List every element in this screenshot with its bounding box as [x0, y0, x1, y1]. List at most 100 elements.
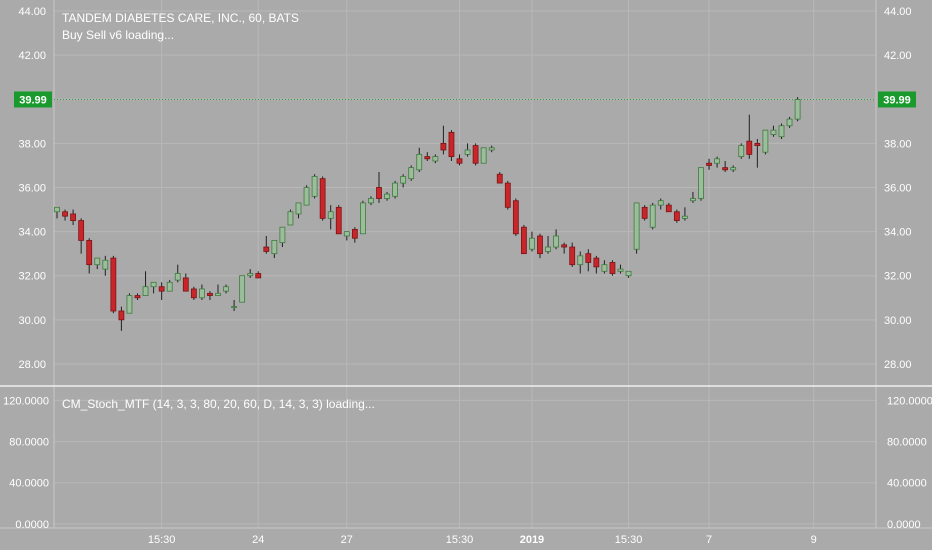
candle[interactable]	[198, 284, 205, 300]
candle[interactable]	[215, 284, 221, 296]
candle[interactable]	[279, 226, 286, 248]
lower-left-axis[interactable]: 120.0000 80.0000 40.0000 0.0000	[3, 395, 49, 530]
candle[interactable]	[94, 257, 101, 270]
candle[interactable]	[174, 264, 181, 283]
candle[interactable]	[585, 249, 592, 272]
candle[interactable]	[384, 191, 390, 201]
candle[interactable]	[392, 180, 399, 199]
candle[interactable]	[400, 174, 407, 188]
candle[interactable]	[529, 231, 535, 252]
candle[interactable]	[625, 270, 632, 278]
candle[interactable]	[303, 185, 310, 206]
candle[interactable]	[754, 138, 761, 168]
candle[interactable]	[722, 161, 729, 173]
candle[interactable]	[504, 180, 511, 210]
candle[interactable]	[496, 172, 503, 184]
candle[interactable]	[408, 165, 415, 181]
candle[interactable]	[118, 306, 125, 331]
candle[interactable]	[762, 129, 769, 155]
time-axis[interactable]: 15:30 24 27 15:30 2019 15:30 7 9	[148, 534, 817, 546]
candle[interactable]	[464, 143, 471, 157]
candle[interactable]	[738, 143, 745, 159]
candle[interactable]	[271, 240, 278, 259]
candle[interactable]	[247, 269, 254, 278]
candle[interactable]	[472, 143, 479, 166]
candle[interactable]	[311, 174, 318, 199]
candle[interactable]	[730, 165, 737, 173]
candle[interactable]	[231, 299, 238, 312]
candle[interactable]	[633, 202, 640, 254]
candle[interactable]	[295, 202, 302, 219]
candle[interactable]	[682, 207, 688, 221]
right-price-axis[interactable]: 44.0042.0040.0038.0036.0034.0032.0030.00…	[884, 6, 912, 371]
candle[interactable]	[665, 202, 672, 213]
left-price-axis[interactable]: 44.0042.0040.0038.0036.0034.0032.0030.00…	[18, 6, 46, 371]
candle[interactable]	[263, 236, 270, 254]
candle[interactable]	[182, 273, 189, 292]
candle[interactable]	[142, 271, 149, 296]
candle[interactable]	[673, 209, 680, 223]
candle[interactable]	[746, 114, 753, 159]
candle[interactable]	[78, 218, 85, 254]
y-tick-label: 0.0000	[887, 519, 921, 531]
lower-right-axis[interactable]: 120.0000 80.0000 40.0000 0.0000	[887, 395, 932, 530]
candle[interactable]	[62, 209, 68, 221]
candle[interactable]	[150, 281, 157, 294]
candle[interactable]	[488, 145, 495, 153]
candle[interactable]	[70, 209, 76, 225]
candle[interactable]	[102, 255, 109, 276]
candle[interactable]	[207, 291, 213, 300]
candle[interactable]	[416, 147, 423, 173]
candle[interactable]	[190, 286, 197, 300]
candle[interactable]	[537, 233, 543, 259]
candle[interactable]	[794, 97, 801, 122]
candle[interactable]	[126, 293, 133, 314]
candle[interactable]	[714, 156, 720, 168]
candle[interactable]	[166, 280, 173, 292]
candle[interactable]	[110, 255, 117, 314]
candle[interactable]	[287, 209, 294, 226]
candle[interactable]	[593, 255, 600, 274]
candle[interactable]	[343, 231, 350, 241]
candle[interactable]	[424, 152, 431, 162]
candle[interactable]	[54, 206, 60, 219]
candle[interactable]	[657, 198, 664, 210]
candle[interactable]	[448, 130, 455, 162]
candle[interactable]	[698, 167, 704, 201]
candle[interactable]	[456, 154, 463, 166]
candle[interactable]	[641, 205, 648, 221]
candle[interactable]	[770, 125, 777, 137]
candle[interactable]	[351, 227, 358, 243]
candle[interactable]	[335, 205, 342, 235]
candle[interactable]	[553, 229, 559, 250]
candle[interactable]	[480, 147, 487, 164]
candle[interactable]	[609, 260, 616, 276]
candle[interactable]	[368, 196, 374, 206]
candle[interactable]	[786, 116, 793, 128]
candle[interactable]	[521, 224, 527, 255]
candle[interactable]	[601, 260, 608, 274]
candle[interactable]	[569, 242, 576, 267]
candle[interactable]	[545, 236, 551, 254]
candle[interactable]	[432, 154, 439, 164]
candle[interactable]	[577, 251, 584, 274]
candle[interactable]	[617, 264, 624, 274]
candle[interactable]	[239, 275, 246, 303]
candle[interactable]	[376, 172, 382, 203]
candle[interactable]	[319, 176, 326, 221]
candle[interactable]	[255, 271, 262, 279]
candle[interactable]	[440, 125, 447, 155]
candle[interactable]	[706, 158, 712, 170]
candle[interactable]	[778, 123, 785, 139]
candle[interactable]	[359, 200, 366, 235]
candle[interactable]	[223, 284, 229, 294]
candle[interactable]	[561, 242, 568, 254]
candle[interactable]	[327, 205, 334, 230]
candle[interactable]	[134, 293, 141, 300]
candle[interactable]	[649, 202, 656, 230]
candle[interactable]	[86, 238, 93, 274]
candle[interactable]	[690, 191, 696, 203]
candle[interactable]	[158, 282, 165, 300]
candle[interactable]	[512, 198, 519, 237]
